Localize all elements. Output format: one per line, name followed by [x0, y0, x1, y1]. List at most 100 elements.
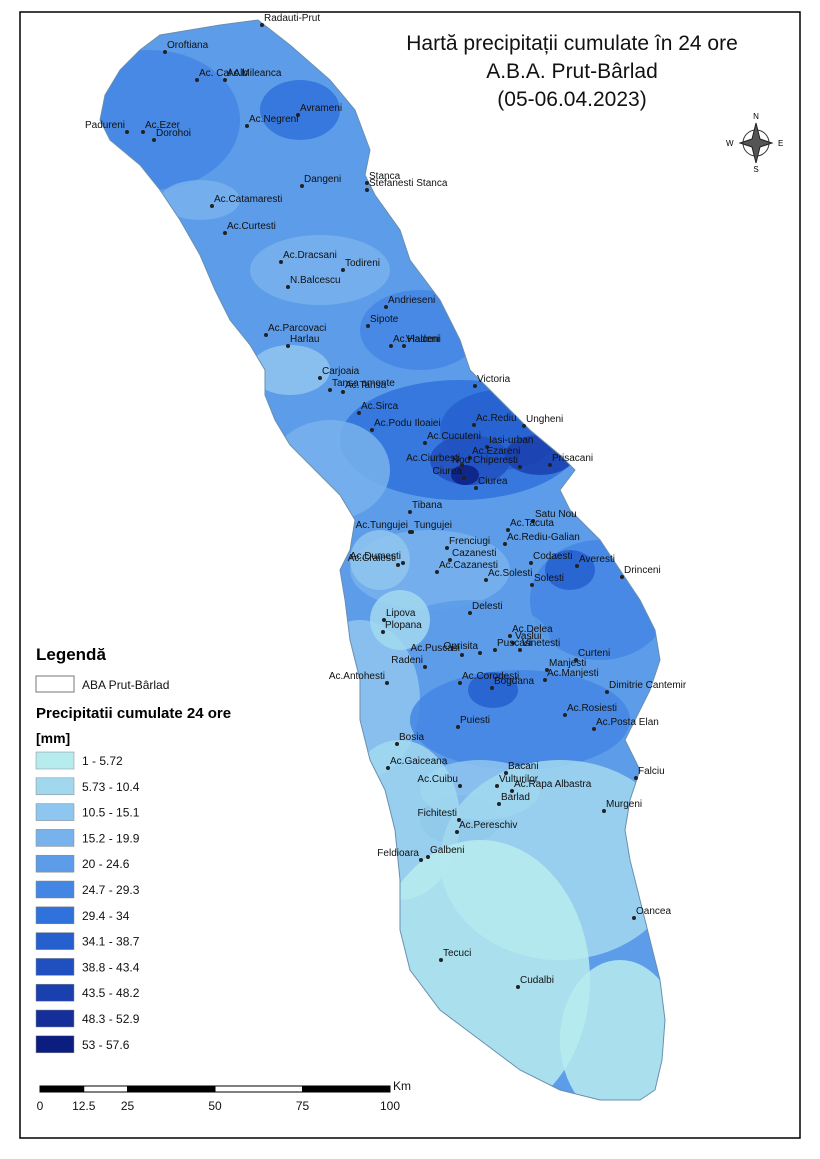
station-dot	[490, 686, 494, 690]
compass-star	[738, 122, 774, 164]
station-dot	[575, 564, 579, 568]
scale-segment	[214, 1085, 303, 1093]
station-dot	[401, 561, 405, 565]
station-dot	[511, 641, 515, 645]
station-label: Dangeni	[304, 174, 341, 185]
station-label: Ac.Corodesti	[462, 671, 519, 682]
station-label: Puscasi	[497, 638, 532, 649]
station-label: Bogdana	[494, 676, 534, 687]
station-dot	[632, 916, 636, 920]
station-label: Ac.Rediu	[476, 413, 517, 424]
station-dot	[439, 958, 443, 962]
station-label: Ac.Sirca	[361, 401, 399, 412]
station-label: Ungheni	[526, 414, 563, 425]
station-dot	[484, 578, 488, 582]
station-label: Iasi-urban	[489, 435, 533, 446]
station-label: Ac.Tansa	[345, 380, 387, 391]
legend-label: 34.1 - 38.7	[82, 935, 140, 949]
station-label: Ac.Cuibu	[417, 774, 458, 785]
station-label: Cudalbi	[520, 975, 554, 986]
station-dot	[472, 423, 476, 427]
station-label: Solesti	[534, 573, 564, 584]
station-dot	[402, 344, 406, 348]
station-label: Vladeni	[406, 334, 439, 345]
legend-label: 29.4 - 34	[82, 909, 130, 923]
station-label: Padureni	[85, 120, 125, 131]
station-label: Ac.Podu Iloaiei	[374, 418, 441, 429]
station-dot	[423, 441, 427, 445]
station-label: Ac.Negreni	[249, 114, 298, 125]
scale-label: 25	[121, 1099, 135, 1113]
station-dot	[300, 184, 304, 188]
legend-subtitle: Precipitatii cumulate 24 ore	[36, 705, 231, 722]
scale-bar: 0 12.5 25 50 75 100 Km	[37, 1079, 411, 1113]
station-label: Ac.Manjesti	[547, 668, 599, 679]
station-label: Ac.Dracsani	[283, 250, 337, 261]
legend-swatch	[35, 1009, 75, 1028]
station-label: Tungujei	[414, 520, 452, 531]
station-dot	[497, 802, 501, 806]
station-dot	[485, 445, 489, 449]
station-dot	[504, 771, 508, 775]
zone	[160, 180, 240, 220]
station-dot	[457, 818, 461, 822]
station-dot	[445, 546, 449, 550]
legend-unit: [mm]	[36, 730, 70, 746]
station-label: Victoria	[477, 374, 511, 385]
legend-label: 10.5 - 15.1	[82, 806, 140, 820]
station-label: Oancea	[636, 906, 671, 917]
station-label: Prisacani	[552, 453, 593, 464]
station-label: Ac.Cazanesti	[439, 560, 498, 571]
compass-n: N	[753, 112, 759, 121]
station-dot	[366, 324, 370, 328]
station-dot	[462, 476, 466, 480]
station-label: Ac.Dumesti	[350, 551, 401, 562]
scale-segment	[39, 1085, 85, 1093]
legend-classes: 1 - 5.72 5.73 - 10.4 10.5 - 15.1 15.2 - 19.…	[35, 751, 140, 1054]
station-label: Vulturilor	[499, 774, 539, 785]
station-label: Ac.Craiesti	[348, 553, 396, 564]
station-label: Ac.Ezer	[145, 120, 181, 131]
legend-label: 5.73 - 10.4	[82, 780, 140, 794]
station-label: Ac.Ciurbesti	[406, 453, 460, 464]
station-label: Ac.Mileanca	[227, 68, 282, 79]
legend-title: Legendă	[36, 645, 106, 664]
station-label: Ac.Rosiesti	[567, 703, 617, 714]
station-dot	[522, 424, 526, 428]
boundary-label: ABA Prut-Bârlad	[82, 678, 169, 692]
zone	[560, 960, 665, 1100]
legend-label: 24.7 - 29.3	[82, 883, 140, 897]
station-dot	[328, 388, 332, 392]
legend-swatch	[35, 777, 75, 796]
station-dot	[381, 630, 385, 634]
station-dot	[163, 50, 167, 54]
station-dot	[602, 809, 606, 813]
scale-label: 12.5	[72, 1099, 96, 1113]
legend-swatch	[35, 983, 75, 1002]
boundary-swatch	[35, 675, 75, 693]
title-line: A.B.A. Prut-Bârlad	[486, 60, 658, 83]
legend-label: 53 - 57.6	[82, 1038, 130, 1052]
legend-label: 38.8 - 43.4	[82, 960, 140, 974]
station-label: Todireni	[345, 258, 380, 269]
legend-label: 43.5 - 48.2	[82, 986, 140, 1000]
compass-w: W	[726, 139, 734, 148]
legend-swatch	[35, 906, 75, 925]
station-label: Lipova	[386, 608, 416, 619]
station-dot	[529, 561, 533, 565]
title-line: (05-06.04.2023)	[497, 88, 646, 111]
station-label: Ac.Rediu-Galian	[507, 532, 580, 543]
station-label: Vaslui	[515, 631, 542, 642]
station-dot	[516, 985, 520, 989]
station-dot	[495, 784, 499, 788]
station-label: Oroftiana	[167, 40, 209, 51]
legend-swatch	[35, 829, 75, 847]
station-dot	[563, 713, 567, 717]
station-label: Ac.Tungujei	[356, 520, 408, 531]
station-label: Ac.Posta Elan	[596, 717, 659, 728]
station-dot	[545, 668, 549, 672]
station-dot	[503, 542, 507, 546]
legend-label: 15.2 - 19.9	[82, 831, 140, 845]
station-label: Bacani	[508, 761, 539, 772]
zone	[260, 80, 340, 140]
